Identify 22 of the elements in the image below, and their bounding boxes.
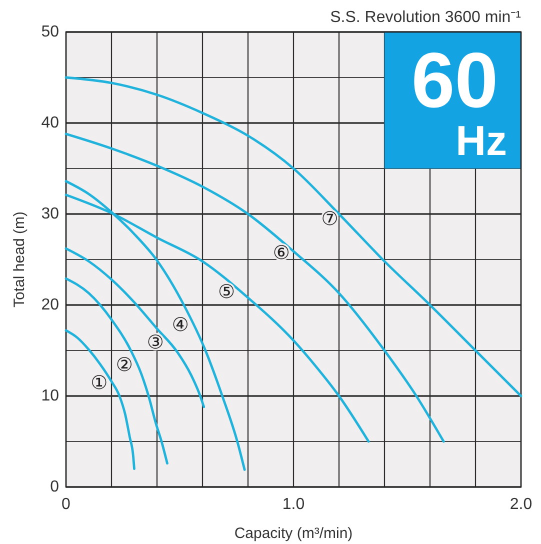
series-label: ② <box>116 354 133 376</box>
x-axis-title: Capacity (m³/min) <box>234 525 353 542</box>
line-series <box>64 247 206 408</box>
y-axis-title: Total head (m) <box>11 212 28 308</box>
line-series <box>64 132 445 443</box>
series-label: ⑤ <box>218 281 236 304</box>
series-label: ④ <box>172 314 189 336</box>
x-tick-label: 2.0 <box>510 496 532 513</box>
series-label: ① <box>90 372 108 394</box>
chart-title: S.S. Revolution 3600 min⁻¹ <box>330 9 521 26</box>
x-tick-label: 0 <box>62 496 71 513</box>
y-tick-label: 40 <box>41 114 60 132</box>
y-tick-label: 0 <box>50 478 60 496</box>
series-label: ⑥ <box>272 242 290 264</box>
y-tick-label: 50 <box>41 24 60 40</box>
series-label: ⑦ <box>321 208 338 230</box>
y-tick-label: 10 <box>41 388 60 404</box>
line-series <box>64 329 136 470</box>
line-series <box>64 277 168 465</box>
y-tick-label: 20 <box>41 296 60 314</box>
x-tick-label: 1.0 <box>282 496 305 513</box>
y-tick-label: 30 <box>41 206 60 222</box>
